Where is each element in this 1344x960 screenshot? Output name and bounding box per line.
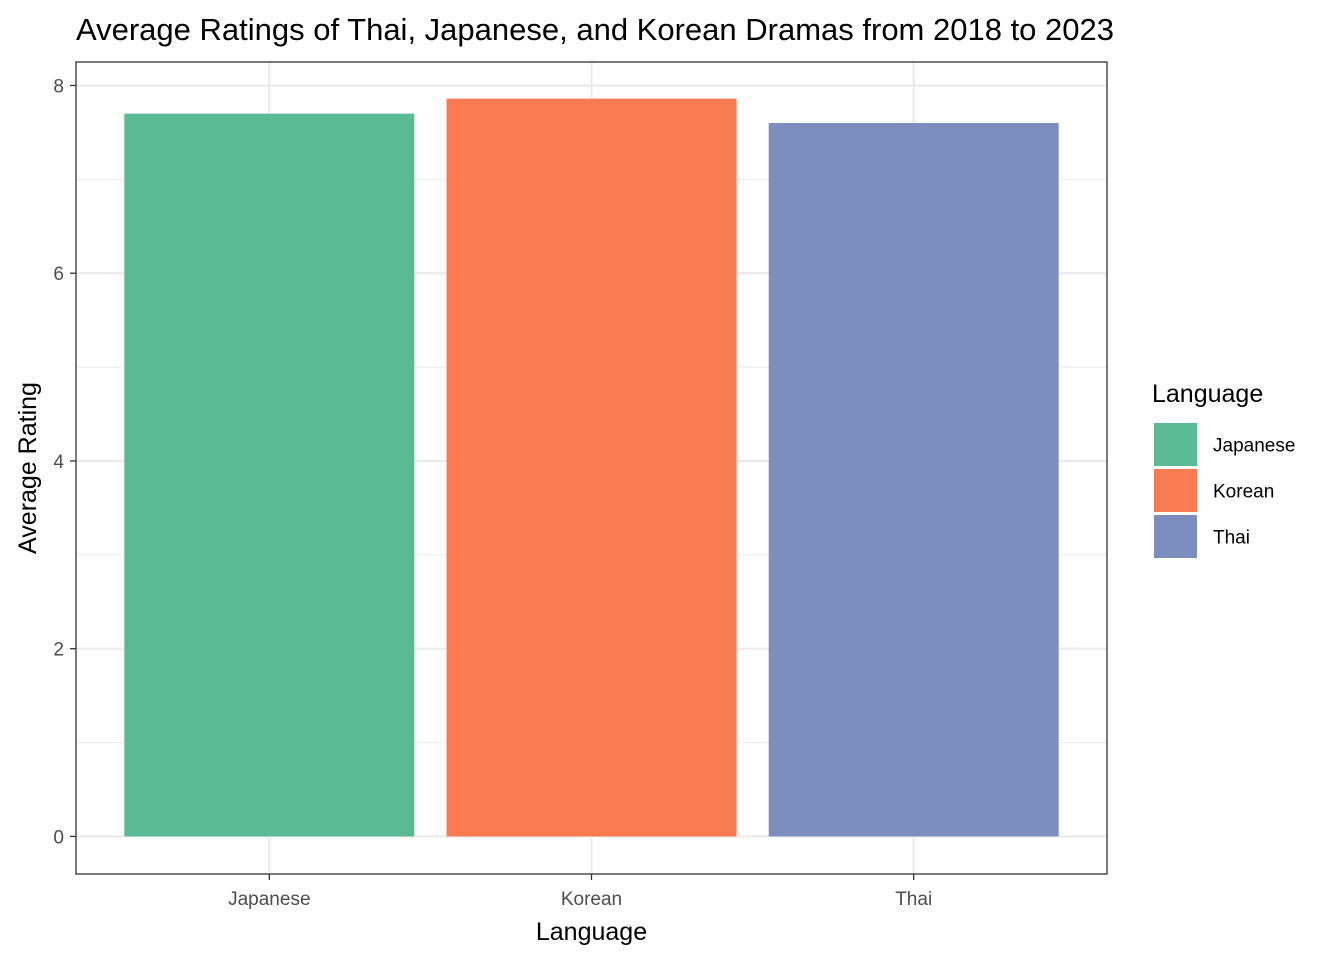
legend-key-japanese: [1154, 423, 1197, 466]
legend-items: Japanese Korean Thai: [1154, 423, 1295, 558]
y-tick-label: 4: [53, 452, 64, 473]
legend-title: Language: [1152, 380, 1263, 408]
x-axis-title: Language: [536, 918, 647, 946]
bar-thai: [768, 123, 1059, 837]
legend-label: Korean: [1213, 482, 1274, 503]
y-axis-ticks: 0 2 4 6 8: [53, 76, 76, 848]
y-tick-label: 8: [53, 76, 64, 97]
plot-panel: [75, 61, 1108, 875]
bar-korean: [446, 98, 737, 837]
legend-key-thai: [1154, 515, 1197, 558]
legend: Language Japanese Korean Thai: [1152, 380, 1295, 558]
chart-title: Average Ratings of Thai, Japanese, and K…: [76, 12, 1114, 47]
x-tick-label: Thai: [895, 889, 932, 910]
y-axis-title: Average Rating: [14, 382, 42, 554]
y-tick-label: 2: [53, 640, 64, 661]
y-tick-label: 0: [53, 827, 64, 848]
legend-label: Japanese: [1213, 436, 1295, 457]
legend-label: Thai: [1213, 528, 1250, 549]
bar-japanese: [124, 113, 415, 837]
y-tick-label: 6: [53, 264, 64, 285]
bars: [124, 98, 1059, 837]
x-tick-label: Korean: [561, 889, 622, 910]
x-axis-ticks: Japanese Korean Thai: [228, 874, 932, 910]
legend-key-korean: [1154, 469, 1197, 512]
x-tick-label: Japanese: [228, 889, 310, 910]
